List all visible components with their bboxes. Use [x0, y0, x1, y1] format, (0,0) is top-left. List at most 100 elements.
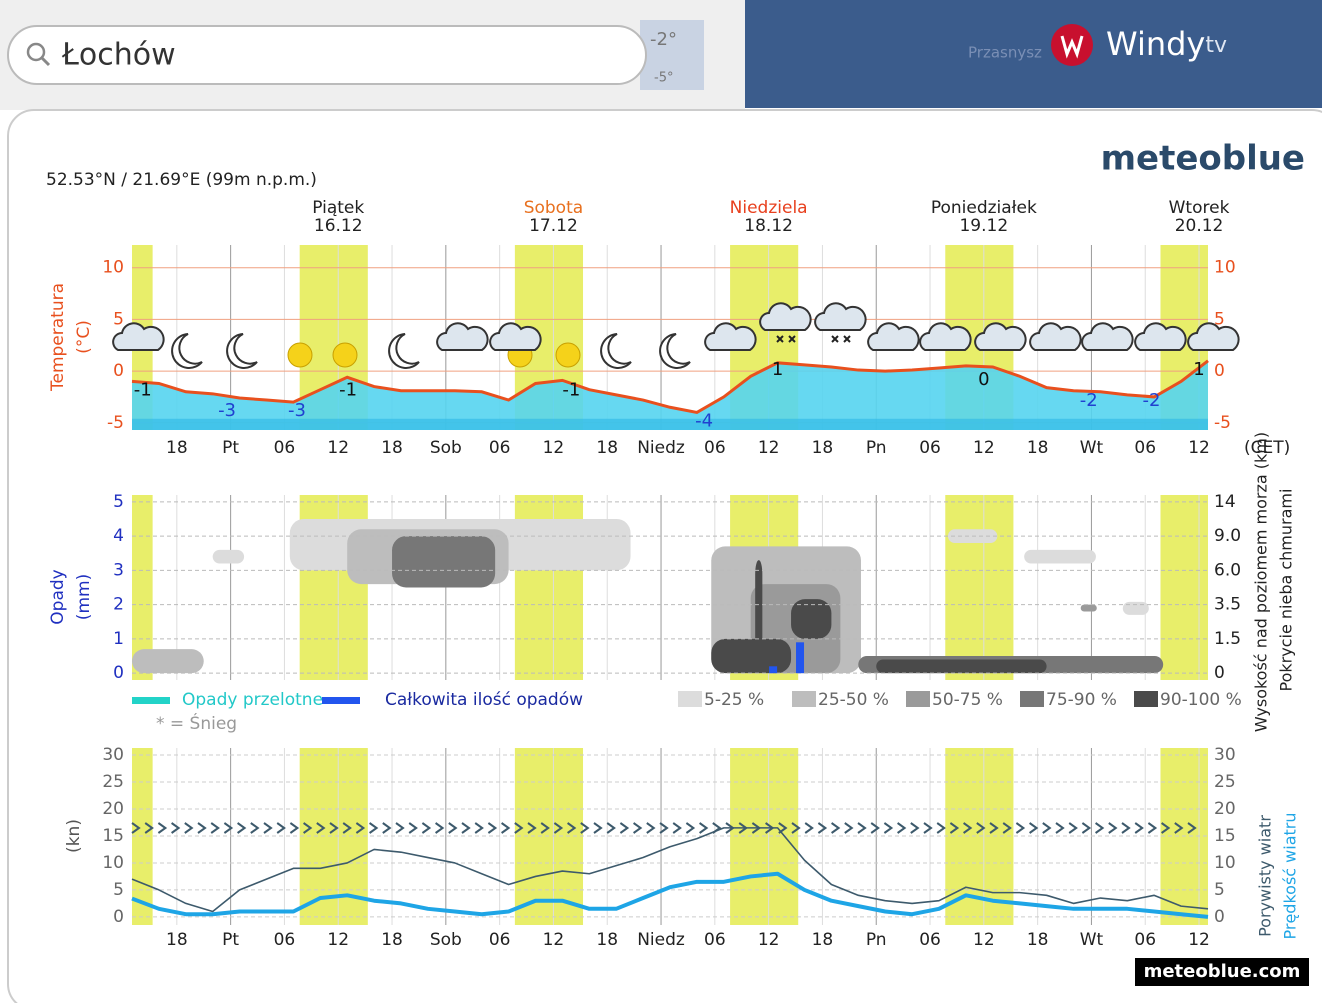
x-tick-label: 18 — [1027, 930, 1049, 950]
coords: 52.53°N / 21.69°E (99m n.p.m.) — [46, 170, 317, 190]
temp-annotation: -1 — [562, 379, 580, 400]
y2-tick-label: 15 — [1214, 826, 1236, 846]
cloud-legend-swatch — [906, 691, 930, 707]
wind-arrow — [157, 822, 168, 834]
x-tick-label: Pn — [866, 438, 887, 458]
cloud-icon — [1081, 322, 1134, 351]
wind-arrow — [1134, 822, 1144, 834]
y2-tick-label: 1.5 — [1214, 629, 1241, 649]
temp-annotation: -3 — [288, 400, 306, 421]
wind-arrow — [144, 822, 154, 834]
wind-arrow — [435, 822, 445, 834]
y-tick-label: 5 — [113, 309, 124, 329]
wind-arrow — [1108, 822, 1118, 834]
day-name: Poniedziałek — [931, 198, 1037, 218]
wind-arrow — [540, 822, 550, 834]
cloud-icon — [1187, 322, 1240, 351]
temp-annotation: 1 — [772, 359, 783, 380]
y2-tick-label: 9.0 — [1214, 526, 1241, 546]
temp-annotation: 1 — [1193, 359, 1204, 380]
search-text[interactable]: Łochów — [61, 38, 176, 73]
x-tick-label: 12 — [1188, 930, 1210, 950]
wind-arrow — [976, 822, 986, 834]
y2-tick-label: 0 — [1214, 907, 1225, 927]
wind-arrow — [1095, 822, 1105, 834]
y2-axis-label: Pokrycie nieba chmurami — [1277, 489, 1296, 692]
wind-arrow — [369, 822, 379, 834]
wind-arrow — [646, 822, 656, 834]
day-date: 20.12 — [1175, 216, 1224, 236]
temp-annotation: 0 — [978, 369, 989, 390]
day-date: 16.12 — [314, 216, 363, 236]
x-tick-label: 18 — [381, 930, 403, 950]
x-tick-label: Pt — [222, 930, 239, 950]
x-tick-label: 06 — [489, 438, 511, 458]
y-tick-label: 0 — [113, 907, 124, 927]
cloud-legend-label: 5-25 % — [704, 690, 764, 710]
brand-suffix: tv — [1205, 33, 1227, 58]
wind-arrow — [1002, 822, 1012, 834]
precip-bar — [796, 642, 805, 674]
logo: meteoblue — [1101, 139, 1305, 179]
y-tick-label: 30 — [102, 745, 124, 765]
daylight — [514, 748, 584, 925]
x-tick-label: 06 — [919, 930, 941, 950]
wind-arrow — [870, 822, 880, 834]
wind-arrow — [329, 822, 339, 834]
wind-arrow — [989, 822, 999, 834]
search-icon — [26, 42, 46, 62]
cloud-legend-label: 25-50 % — [818, 690, 889, 710]
legend-label: Opady przelotne — [182, 690, 323, 710]
wind-arrow — [263, 822, 273, 834]
wind-arrow — [210, 822, 220, 834]
weather-tile — [640, 20, 704, 90]
wind-arrow — [342, 822, 352, 834]
x-tick-label: Pn — [866, 930, 887, 950]
windy-icon — [1060, 35, 1084, 59]
legend-label: Porywisty wiatr — [1256, 815, 1275, 937]
daylight — [1160, 748, 1208, 925]
wind-arrow — [527, 822, 537, 834]
cloud-icon — [489, 322, 542, 351]
wind-arrow — [936, 822, 946, 834]
day-date: 19.12 — [959, 216, 1008, 236]
search-icon-handle — [40, 56, 51, 67]
cloud-legend-swatch — [792, 691, 816, 707]
map — [745, 0, 1322, 108]
wind-arrow — [831, 822, 841, 834]
wind-arrow — [1147, 822, 1158, 834]
x-tick-label: 06 — [704, 438, 726, 458]
y2-tick-label: 3.5 — [1214, 595, 1241, 615]
wind-arrow — [408, 822, 418, 834]
x-tick-label: 12 — [758, 438, 780, 458]
wind-arrow — [580, 822, 590, 834]
x-tick-label: 12 — [543, 930, 565, 950]
wind-arrow — [395, 822, 405, 834]
y2-tick-label: 0 — [1214, 663, 1225, 683]
cloud-cell — [791, 599, 832, 639]
cloud-icon — [759, 302, 812, 331]
wind-arrow — [553, 822, 564, 834]
wind-arrow — [1068, 822, 1078, 834]
y-axis-label: (°C) — [74, 320, 94, 354]
y2-tick-label: 14 — [1214, 492, 1236, 512]
wind-arrow — [619, 822, 630, 834]
x-tick-label: 18 — [381, 438, 403, 458]
temp-annotation: -3 — [218, 400, 236, 421]
y-tick-label: -5 — [107, 413, 124, 433]
wind-arrow — [1015, 822, 1026, 834]
search-box[interactable] — [7, 25, 647, 85]
wind-arrow — [963, 822, 973, 834]
cloud-icon — [112, 322, 165, 351]
cloud-cell — [755, 560, 763, 674]
x-axis-label: (CET) — [1244, 438, 1290, 458]
wind-arrow — [1042, 822, 1052, 834]
footer-bg — [1135, 958, 1309, 986]
wind-arrow — [474, 822, 484, 834]
wind-arrow — [791, 822, 801, 834]
wind-arrow — [685, 822, 696, 834]
wind-arrow — [593, 822, 603, 834]
wind-arrow — [303, 822, 313, 834]
y-tick-label: 0 — [113, 663, 124, 683]
y-tick-label: 15 — [102, 826, 124, 846]
